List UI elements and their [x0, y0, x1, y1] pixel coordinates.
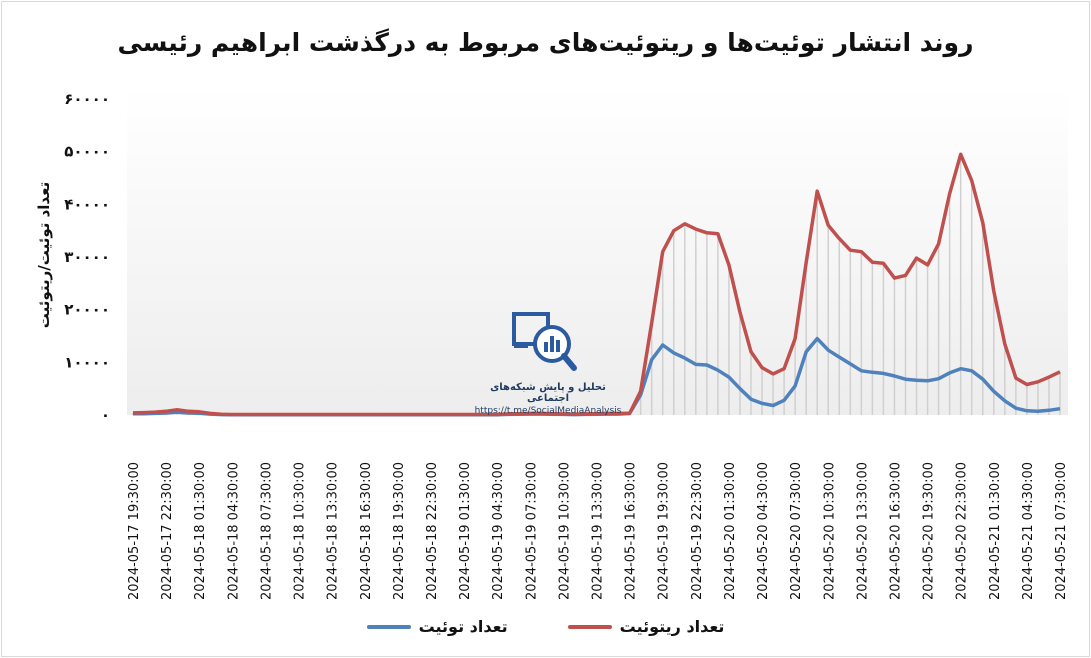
x-tick-label: 2024-05-20 19:30:00 — [922, 462, 937, 600]
analytics-magnifier-icon — [512, 312, 577, 371]
x-tick-label: 2024-05-18 07:30:00 — [259, 462, 274, 600]
x-tick-label: 2024-05-20 22:30:00 — [955, 462, 970, 600]
x-tick-label: 2024-05-19 04:30:00 — [491, 462, 506, 600]
legend-retweet-label: تعداد ریتوئیت — [619, 617, 725, 636]
y-tick-label: ۳۰۰۰۰ — [64, 248, 110, 266]
chart-title: روند انتشار توئیت‌ها و ریتوئیت‌های مربوط… — [117, 28, 974, 57]
y-tick-label: ۴۰۰۰۰ — [64, 195, 110, 213]
x-tick-label: 2024-05-18 13:30:00 — [326, 462, 341, 600]
x-tick-label: 2024-05-20 16:30:00 — [888, 462, 903, 600]
watermark-url: https://t.me/SocialMediaAnalysis — [474, 406, 622, 416]
x-tick-label: 2024-05-20 04:30:00 — [756, 462, 771, 600]
legend-retweet-line — [567, 624, 612, 629]
legend-tweet-label: تعداد توئیت — [418, 617, 508, 636]
legend-item-tweet: تعداد توئیت — [366, 617, 508, 636]
x-tick-label: 2024-05-17 19:30:00 — [127, 462, 142, 600]
y-tick-label: ۰ — [101, 406, 110, 424]
legend-item-retweet: تعداد ریتوئیت — [567, 617, 725, 636]
plot-area — [127, 88, 1068, 415]
x-tick-label: 2024-05-20 01:30:00 — [723, 462, 738, 600]
x-tick-label: 2024-05-18 10:30:00 — [293, 462, 308, 600]
x-tick-label: 2024-05-21 07:30:00 — [1054, 462, 1069, 600]
y-tick-label: ۵۰۰۰۰ — [64, 143, 110, 161]
x-tick-label: 2024-05-19 19:30:00 — [657, 462, 672, 600]
x-tick-label: 2024-05-19 01:30:00 — [458, 462, 473, 600]
x-tick-label: 2024-05-21 01:30:00 — [988, 462, 1003, 600]
x-tick-label: 2024-05-20 13:30:00 — [855, 462, 870, 600]
x-tick-label: 2024-05-19 13:30:00 — [591, 462, 606, 600]
x-tick-label: 2024-05-17 22:30:00 — [160, 462, 175, 600]
x-tick-label: 2024-05-18 22:30:00 — [425, 462, 440, 600]
x-tick-label: 2024-05-21 04:30:00 — [1021, 462, 1036, 600]
watermark-name: تحلیل و پایش شبکه‌های اجتماعی — [490, 382, 606, 404]
y-tick-label: ۲۰۰۰۰ — [64, 301, 110, 319]
legend-tweet-line — [366, 624, 411, 629]
x-tick-label: 2024-05-18 16:30:00 — [359, 462, 374, 600]
retweet-series-line — [132, 152, 1061, 417]
x-tick-label: 2024-05-18 04:30:00 — [226, 462, 241, 600]
y-tick-label: ۶۰۰۰۰ — [64, 90, 110, 108]
x-tick-label: 2024-05-19 07:30:00 — [524, 462, 539, 600]
x-tick-label: 2024-05-19 16:30:00 — [624, 462, 639, 600]
y-tick-label: ۱۰۰۰۰ — [64, 353, 110, 371]
x-tick-label: 2024-05-19 22:30:00 — [690, 462, 705, 600]
x-tick-label: 2024-05-20 10:30:00 — [822, 462, 837, 600]
x-tick-label: 2024-05-18 01:30:00 — [193, 462, 208, 600]
legend: تعداد ریتوئیت تعداد توئیت — [0, 617, 1091, 636]
x-tick-label: 2024-05-18 19:30:00 — [392, 462, 407, 600]
x-tick-label: 2024-05-19 10:30:00 — [557, 462, 572, 600]
x-tick-label: 2024-05-20 07:30:00 — [789, 462, 804, 600]
watermark: تحلیل و پایش شبکه‌های اجتماعی https://t.… — [468, 310, 628, 416]
